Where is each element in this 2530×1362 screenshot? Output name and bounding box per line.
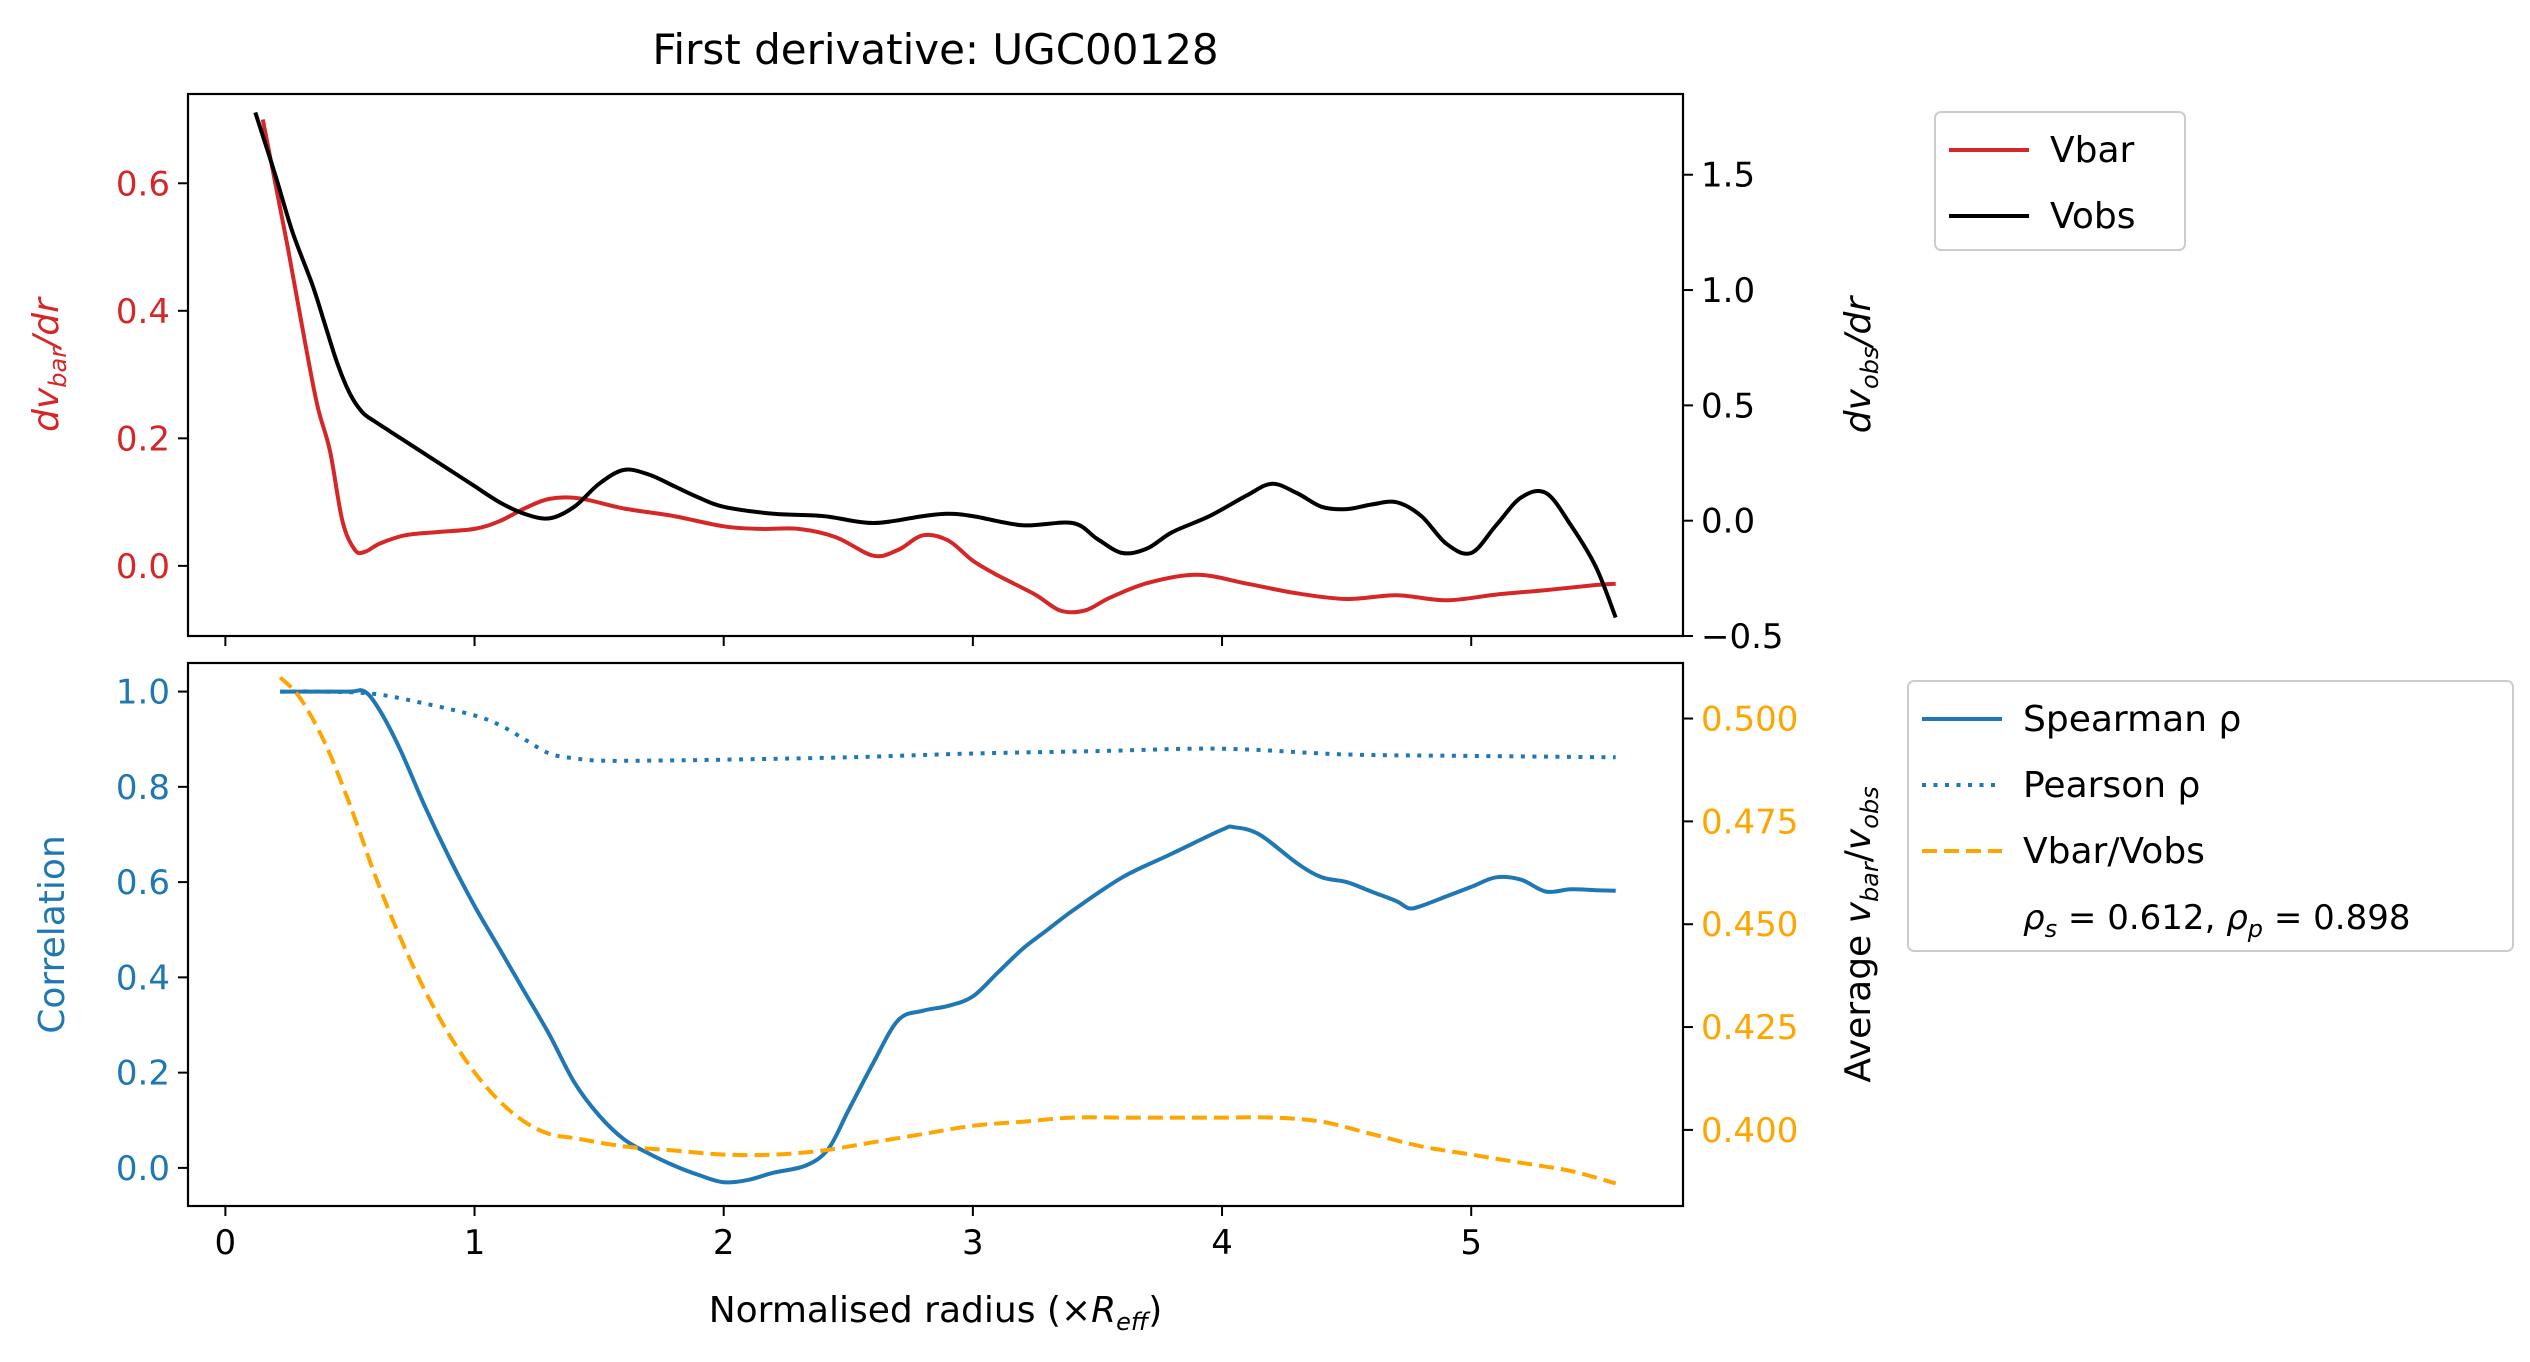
legend-label: Vbar/Vobs	[2023, 831, 2205, 872]
right-axis-label-prefix: Average	[1838, 923, 1879, 1082]
top-panel: 0.00.20.40.6−0.50.00.51.01.5dvbar/drdvob…	[26, 25, 2186, 657]
right-axis-label-num: v	[1838, 901, 1879, 923]
series-line-spearman	[280, 688, 1616, 1185]
right-y-tick-label: 0.400	[1701, 1111, 1798, 1151]
left-y-tick-label: 1.0	[116, 673, 170, 713]
plot-frame	[186, 92, 1685, 638]
chart-title: First derivative: UGC00128	[652, 25, 1218, 74]
legend-note-value-p: 0.898	[2313, 898, 2410, 938]
x-tick-label: 5	[1460, 1223, 1482, 1263]
right-y-tick-label: 0.425	[1701, 1008, 1798, 1048]
right-y-tick-label: 0.450	[1701, 905, 1798, 945]
right-axis-label-suffix: /dr	[1838, 295, 1879, 350]
legend-note-rho-p: ρ	[2226, 898, 2248, 938]
right-axis-label-sub: obs	[1856, 347, 1884, 389]
right-y-tick-label: 0.0	[1701, 502, 1755, 542]
x-tick-label: 2	[713, 1223, 735, 1263]
right-axis-label: dvobs/dr	[1838, 295, 1884, 434]
plot-frame	[186, 661, 1685, 1208]
x-tick-label: 0	[215, 1223, 237, 1263]
right-y-tick-label: 1.0	[1701, 271, 1755, 311]
left-y-tick-label: 0.8	[116, 768, 170, 808]
left-axis-label-prefix: dv	[26, 387, 67, 432]
x-axis-label-prefix: Normalised radius (×	[709, 1290, 1091, 1331]
x-axis-label-var: R	[1091, 1290, 1116, 1331]
series-line-vobs	[253, 111, 1618, 619]
left-axis-label-suffix: /dr	[26, 296, 67, 351]
left-axis-label-sub: bar	[44, 346, 72, 388]
left-y-tick-label: 0.6	[116, 863, 170, 903]
legend-note-eq: =	[2263, 898, 2313, 938]
right-axis-label: Average vbar/vobs	[1838, 786, 1884, 1082]
x-axis-label-suffix: )	[1148, 1290, 1162, 1331]
legend-note-sub-p: p	[2247, 915, 2263, 943]
legend-note-sep: ,	[2205, 898, 2227, 938]
left-y-tick-label: 0.6	[116, 164, 170, 204]
right-y-tick-label: −0.5	[1701, 617, 1784, 657]
left-axis-label: dvbar/dr	[26, 296, 72, 432]
x-tick-label: 3	[962, 1223, 984, 1263]
legend-note-eq: =	[2057, 898, 2107, 938]
legend-label: Vobs	[2050, 196, 2135, 237]
legend-label: Pearson ρ	[2023, 765, 2200, 806]
right-y-tick-label: 0.500	[1701, 700, 1798, 740]
legend-box	[1907, 680, 2514, 952]
right-axis-label-den-sub: obs	[1856, 786, 1884, 828]
right-y-tick-label: 1.5	[1701, 156, 1755, 196]
left-axis-label: Correlation	[32, 835, 73, 1034]
right-y-tick-label: 0.475	[1701, 802, 1798, 842]
right-y-tick-label: 0.5	[1701, 386, 1755, 426]
legend-label: Spearman ρ	[2023, 699, 2241, 740]
x-tick-label: 1	[464, 1223, 486, 1263]
series-line-vbar	[260, 119, 1616, 615]
left-y-tick-label: 0.2	[116, 419, 170, 459]
left-y-tick-label: 0.0	[116, 1149, 170, 1189]
legend-note-value-s: 0.612	[2107, 898, 2204, 938]
right-axis-label-prefix: dv	[1838, 388, 1879, 433]
left-y-tick-label: 0.4	[116, 958, 170, 998]
bottom-panel: 0 1 2 3 4 5 0.0 0.2 0.4 0.6 0.8 1.0 0.400 0.425 0.450 0…	[32, 661, 2514, 1336]
right-axis-label-den: v	[1838, 828, 1879, 850]
left-y-tick-label: 0.2	[116, 1054, 170, 1094]
legend: Vbar Vobs	[1934, 111, 2186, 251]
series-line-vbarvobs	[278, 675, 1617, 1186]
legend: Spearman ρ Pearson ρ Vbar/Vobs ρs = 0.612, …	[1907, 680, 2514, 952]
x-axis-label: Normalised radius (×Reff)	[709, 1290, 1163, 1336]
right-axis-label-num-sub: bar	[1856, 860, 1884, 902]
left-y-tick-label: 0.0	[116, 547, 170, 587]
series-line-pearson	[280, 689, 1616, 763]
right-axis-label-slash: /	[1838, 849, 1879, 862]
legend-label: Vbar	[2050, 130, 2135, 171]
legend-note-sub-s: s	[2045, 915, 2058, 943]
x-axis-label-sub: eff	[1116, 1308, 1151, 1336]
x-tick-label: 4	[1211, 1223, 1233, 1263]
left-y-tick-label: 0.4	[116, 292, 170, 332]
legend-note: ρs = 0.612, ρp = 0.898	[2023, 898, 2410, 943]
legend-note-rho-s: ρ	[2023, 898, 2045, 938]
